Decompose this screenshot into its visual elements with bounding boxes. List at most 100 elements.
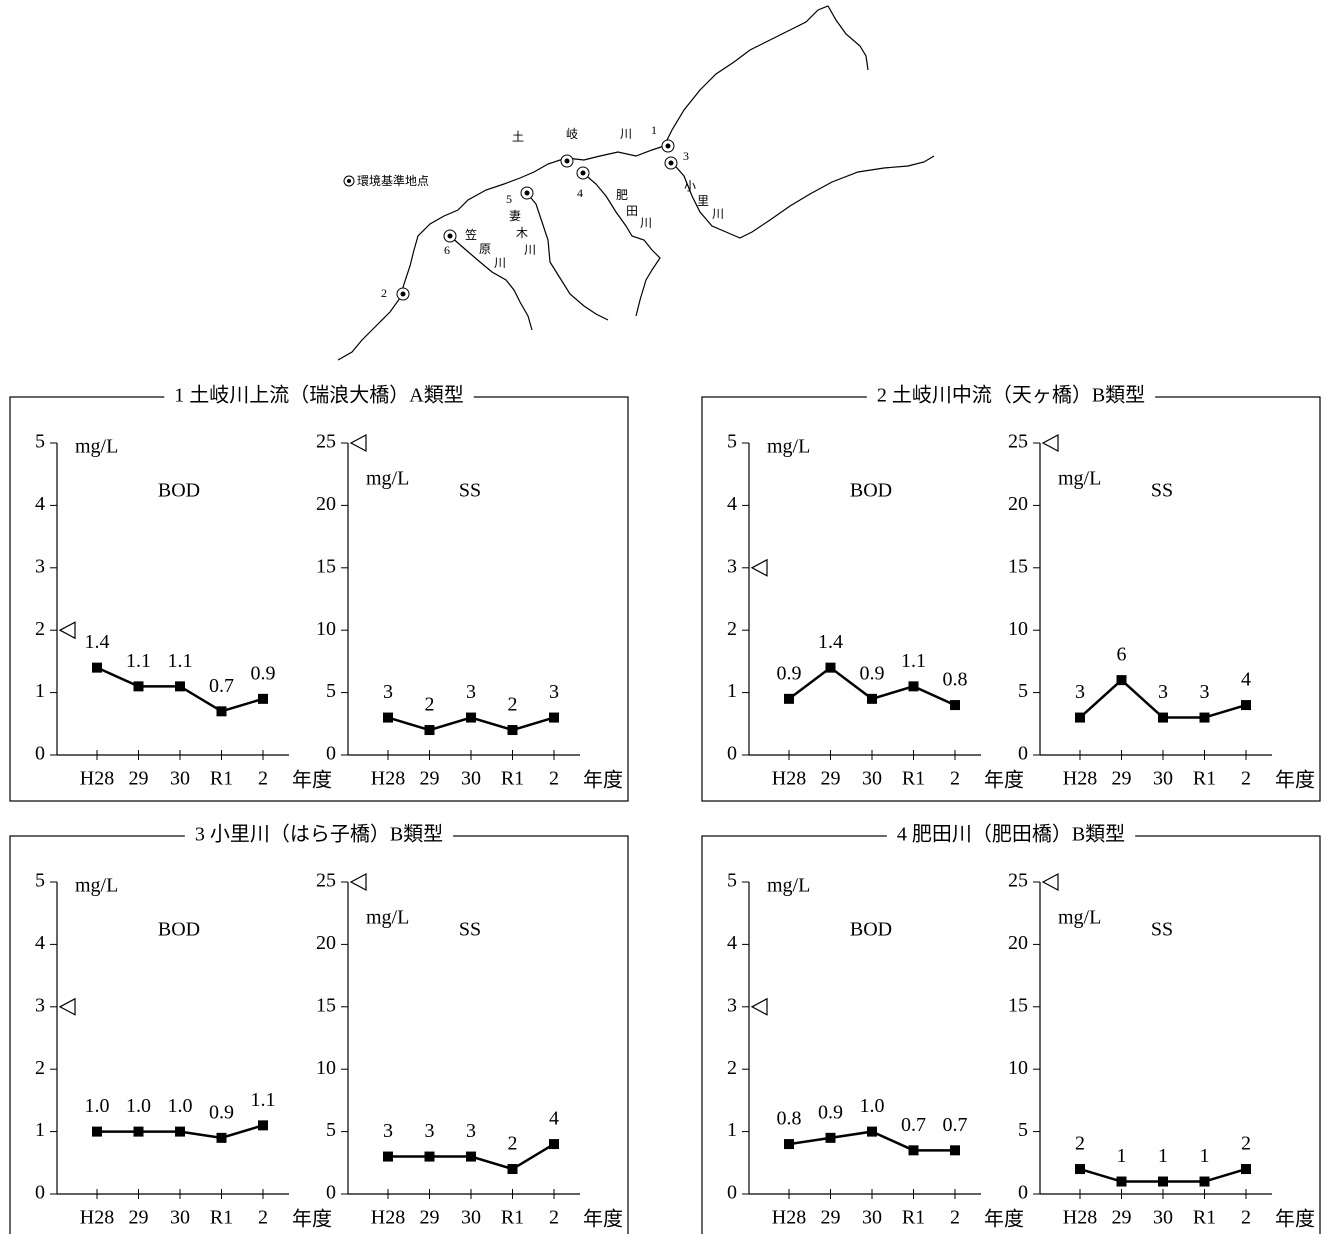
y-tick-label: 2 bbox=[727, 618, 737, 640]
y-tick-label: 2 bbox=[727, 1057, 737, 1079]
station-marker bbox=[665, 143, 671, 149]
y-tick-label: 5 bbox=[1018, 680, 1028, 702]
y-tick-label: 10 bbox=[316, 618, 336, 640]
value-label: 1.0 bbox=[860, 1095, 885, 1117]
data-point bbox=[258, 693, 268, 704]
y-tick-label: 5 bbox=[326, 1119, 336, 1141]
data-point bbox=[1158, 712, 1168, 723]
y-tick-label: 10 bbox=[1008, 618, 1028, 640]
value-label: 1 bbox=[1158, 1145, 1168, 1167]
map-label: 2 bbox=[381, 286, 387, 300]
y-tick-label: 0 bbox=[326, 1182, 336, 1204]
x-tick-label: H28 bbox=[80, 768, 114, 790]
chart-title: SS bbox=[459, 919, 481, 941]
y-tick-label: 0 bbox=[35, 743, 45, 765]
standard-marker bbox=[750, 558, 768, 577]
data-point bbox=[549, 1139, 559, 1150]
y-tick-label: 15 bbox=[1008, 555, 1028, 577]
y-tick-label: 4 bbox=[35, 493, 45, 515]
data-point bbox=[383, 712, 393, 723]
value-label: 1.4 bbox=[818, 631, 843, 653]
map-label: 里 bbox=[697, 194, 709, 208]
x-axis-label: 年度 bbox=[583, 769, 623, 792]
chart-title: BOD bbox=[850, 480, 892, 502]
value-label: 3 bbox=[383, 681, 393, 703]
y-tick-label: 0 bbox=[1018, 1182, 1028, 1204]
y-tick-label: 5 bbox=[35, 431, 45, 453]
y-tick-label: 0 bbox=[727, 1182, 737, 1204]
y-unit-label: mg/L bbox=[75, 875, 118, 897]
x-tick-label: 2 bbox=[1241, 1207, 1251, 1229]
y-tick-label: 4 bbox=[35, 932, 45, 954]
x-tick-label: R1 bbox=[501, 768, 524, 790]
y-tick-label: 2 bbox=[35, 618, 45, 640]
y-tick-label: 25 bbox=[316, 431, 336, 453]
map-label: 木 bbox=[516, 226, 528, 240]
value-label: 0.9 bbox=[818, 1101, 843, 1123]
x-tick-label: H28 bbox=[80, 1207, 114, 1229]
y-tick-label: 5 bbox=[35, 870, 45, 892]
x-tick-label: 29 bbox=[821, 768, 841, 790]
map-label: 妻 bbox=[509, 209, 521, 223]
panel-frame bbox=[9, 396, 629, 802]
value-label: 2 bbox=[1241, 1133, 1251, 1155]
value-label: 1.0 bbox=[168, 1095, 193, 1117]
data-point bbox=[1075, 712, 1085, 723]
y-tick-label: 1 bbox=[35, 680, 45, 702]
x-tick-label: 30 bbox=[1153, 768, 1173, 790]
data-point bbox=[950, 1145, 960, 1156]
value-label: 3 bbox=[466, 681, 476, 703]
value-label: 2 bbox=[425, 694, 435, 716]
data-point bbox=[507, 1164, 518, 1175]
map-label: 6 bbox=[444, 243, 450, 257]
x-tick-label: 29 bbox=[821, 1207, 841, 1229]
y-tick-label: 10 bbox=[316, 1057, 336, 1079]
map-label: 笠 bbox=[465, 227, 477, 242]
value-label: 6 bbox=[1117, 644, 1127, 666]
stations bbox=[396, 139, 678, 301]
station-marker bbox=[580, 170, 586, 176]
panel-title: 2 土岐川中流（天ヶ橋）B類型 bbox=[877, 384, 1145, 407]
y-tick-label: 0 bbox=[1018, 743, 1028, 765]
y-tick-label: 3 bbox=[727, 555, 737, 577]
station-marker bbox=[400, 291, 406, 297]
map-label: 川 bbox=[524, 243, 536, 257]
x-axis-label: 年度 bbox=[1275, 769, 1315, 792]
map-label: 3 bbox=[683, 149, 689, 163]
data-point bbox=[216, 1132, 227, 1143]
y-unit-label: mg/L bbox=[767, 436, 810, 458]
river bbox=[337, 5, 869, 361]
x-tick-label: R1 bbox=[210, 768, 233, 790]
y-tick-label: 20 bbox=[316, 493, 336, 515]
panel-title-bg bbox=[184, 822, 454, 846]
data-point bbox=[133, 681, 144, 692]
y-tick-label: 1 bbox=[35, 1119, 45, 1141]
y-tick-label: 1 bbox=[727, 680, 737, 702]
data-point bbox=[825, 662, 836, 673]
river bbox=[581, 171, 661, 317]
x-tick-label: 29 bbox=[1112, 768, 1132, 790]
x-tick-label: 29 bbox=[1112, 1207, 1132, 1229]
data-point bbox=[507, 725, 518, 736]
x-tick-label: 2 bbox=[258, 1207, 268, 1229]
station-marker bbox=[447, 233, 453, 239]
y-tick-label: 3 bbox=[35, 555, 45, 577]
panel-frame bbox=[701, 396, 1321, 802]
station-marker bbox=[347, 179, 351, 183]
value-label: 3 bbox=[1158, 681, 1168, 703]
y-tick-label: 25 bbox=[1008, 870, 1028, 892]
data-point bbox=[950, 700, 960, 711]
x-tick-label: 29 bbox=[129, 1207, 149, 1229]
x-tick-label: 30 bbox=[461, 768, 481, 790]
river-map: 環境基準地点 土岐川 134562肥田川小里川妻木川笠原川 bbox=[337, 5, 935, 361]
x-tick-label: 2 bbox=[258, 768, 268, 790]
data-point bbox=[216, 706, 227, 717]
value-label: 0.7 bbox=[943, 1114, 968, 1136]
value-label: 3 bbox=[1200, 681, 1210, 703]
panel-title-bg bbox=[866, 383, 1156, 407]
value-label: 0.8 bbox=[943, 669, 968, 691]
value-label: 0.9 bbox=[860, 662, 885, 684]
value-label: 3 bbox=[466, 1120, 476, 1142]
x-tick-label: 2 bbox=[950, 1207, 960, 1229]
